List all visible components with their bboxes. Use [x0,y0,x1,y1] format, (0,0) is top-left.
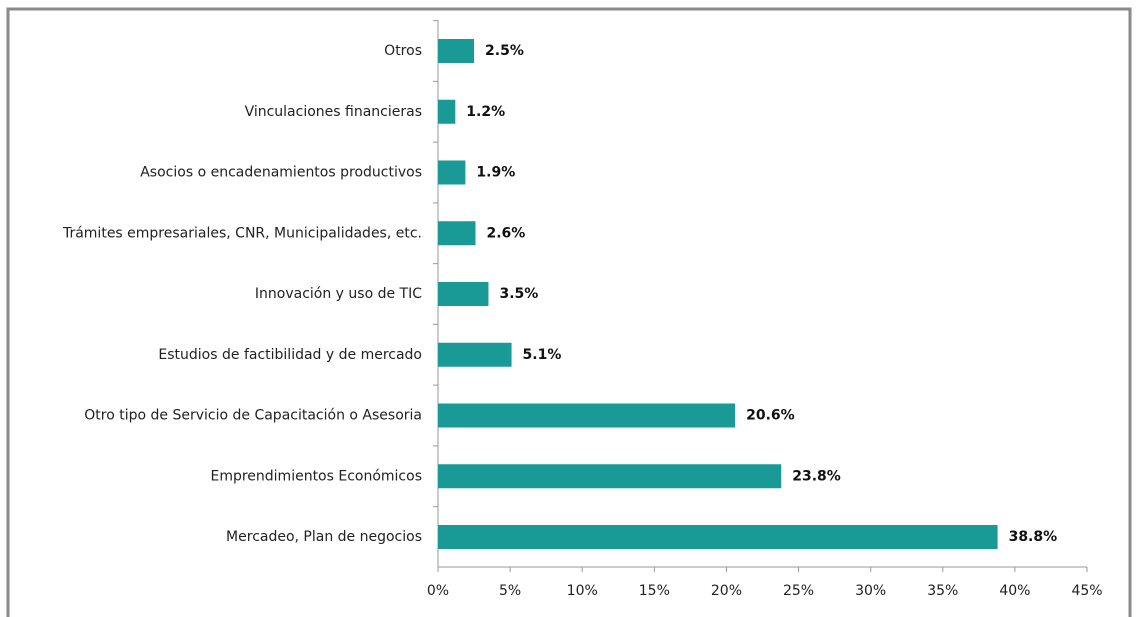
y-tick-label: Asocios o encadenamientos productivos [140,165,422,181]
x-tick-label: 45% [1071,583,1102,599]
y-tick-label: Otro tipo de Servicio de Capacitación o … [84,408,422,424]
x-tick-label: 25% [783,583,814,599]
value-label: 20.6% [746,408,795,424]
x-tick-label: 10% [567,583,598,599]
y-tick-label: Trámites empresariales, CNR, Municipalid… [62,225,422,241]
bar [438,221,476,246]
x-tick-label: 35% [927,583,958,599]
bar [438,464,782,489]
y-tick-label: Mercadeo, Plan de negocios [226,529,422,545]
bar [438,342,512,367]
value-label: 1.2% [466,104,505,120]
y-tick-label: Innovación y uso de TIC [255,286,422,302]
y-tick-label: Vinculaciones financieras [245,104,422,120]
x-tick-label: 15% [639,583,670,599]
value-label: 38.8% [1009,529,1058,545]
y-tick-label: Otros [384,43,422,59]
x-tick-label: 30% [855,583,886,599]
bar [438,282,489,306]
bar [438,39,475,63]
value-label: 2.6% [486,225,525,241]
value-label: 1.9% [476,165,515,181]
bar [438,525,998,549]
x-tick-label: 20% [711,583,742,599]
value-label: 2.5% [485,43,524,59]
y-tick-label: Estudios de factibilidad y de mercado [158,347,422,363]
value-label: 23.8% [792,468,841,484]
bar [438,160,466,185]
bar [438,403,736,428]
y-tick-label: Emprendimientos Económicos [210,468,422,484]
x-tick-label: 0% [427,583,449,599]
value-label: 3.5% [499,286,538,302]
bar [438,99,456,124]
value-label: 5.1% [523,347,562,363]
x-tick-label: 40% [999,583,1030,599]
frame [6,7,1132,617]
x-tick-label: 5% [499,583,521,599]
